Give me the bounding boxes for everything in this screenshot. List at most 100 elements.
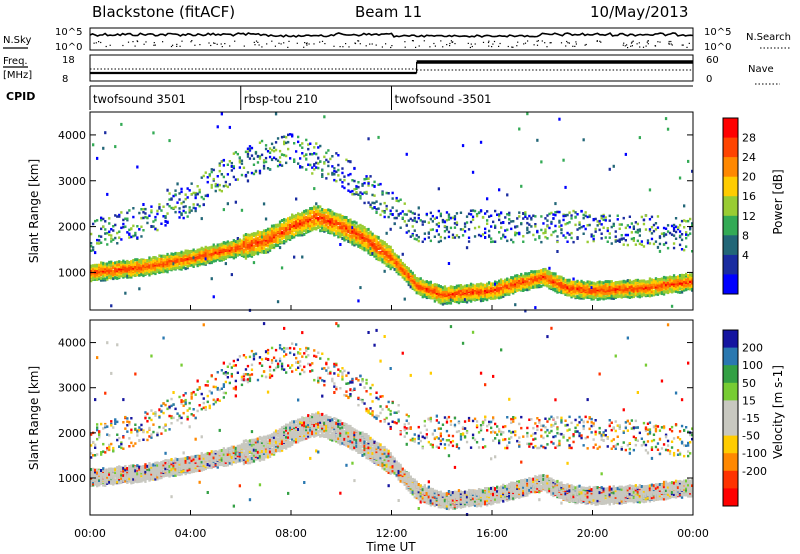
echo-cell [498, 231, 501, 234]
echo-cell [96, 219, 99, 222]
echo-cell [544, 267, 547, 271]
echo-cell [379, 246, 382, 250]
echo-cell [401, 252, 404, 256]
echo-cell [230, 252, 234, 255]
echo-cell [373, 194, 376, 197]
echo-cell [295, 197, 298, 201]
echo-cell [510, 238, 513, 242]
echo-cell [347, 219, 350, 222]
echo-cell [447, 215, 451, 218]
echo-cell [536, 283, 539, 287]
echo-cell [600, 287, 603, 291]
noise-search-point [254, 44, 256, 46]
echo-cell [92, 222, 95, 226]
echo-cell [293, 158, 296, 161]
noise-search-point [647, 40, 649, 42]
echo-cell [268, 236, 272, 240]
echo-cell [182, 216, 185, 220]
echo-cell [315, 202, 318, 206]
echo-cell [174, 189, 177, 192]
noise-search-point [446, 44, 448, 46]
echo-cell [192, 251, 195, 255]
echo-cell [216, 249, 219, 253]
noise-search-point [257, 41, 259, 43]
echo-cell [445, 296, 449, 300]
echo-cell [492, 240, 495, 243]
echo-cell [626, 282, 630, 286]
echo-cell [518, 215, 521, 218]
echo-cell [196, 185, 199, 188]
echo-cell [200, 259, 203, 262]
echo-cell [377, 183, 380, 186]
echo-cell [226, 248, 230, 252]
echo-cell [361, 182, 364, 186]
echo-cell [608, 291, 611, 295]
echo-cell [604, 216, 607, 219]
echo-cell [329, 222, 332, 226]
echo-cell [461, 291, 465, 295]
echo-cell [443, 230, 447, 233]
echo-cell [528, 230, 531, 234]
echo-cell [142, 229, 145, 232]
echo-cell [264, 241, 268, 245]
echo-cell [198, 251, 201, 255]
echo-cell [385, 253, 388, 257]
echo-cell [490, 282, 493, 286]
echo-cell [516, 276, 519, 280]
echo-cell [473, 235, 477, 238]
echo-cell [278, 149, 282, 153]
echo-cell [90, 279, 93, 283]
echo-cell [475, 214, 479, 218]
echo-cell [516, 217, 519, 220]
echo-cell [488, 294, 491, 298]
echo-cell [385, 251, 388, 254]
echo-cell [347, 222, 350, 226]
echo-cell [542, 274, 545, 278]
echo-cell [188, 259, 191, 263]
echo-cell [240, 252, 244, 256]
echo-cell [568, 280, 571, 284]
echo-cell [570, 214, 573, 217]
echo-cell [413, 212, 416, 215]
echo-cell [174, 251, 177, 255]
echo-cell [272, 233, 276, 237]
echo-cell [126, 259, 129, 263]
echo-cell [435, 223, 439, 226]
echo-cell [252, 232, 256, 236]
echo-cell [417, 290, 420, 293]
echo-cell [315, 219, 318, 223]
echo-cell [90, 232, 93, 236]
echo-cell [574, 215, 577, 219]
echo-cell [363, 228, 366, 232]
freq-label-line1: Freq. [3, 56, 28, 67]
echo-cell [150, 205, 153, 208]
noise-search-point [357, 40, 359, 42]
echo-cell [435, 288, 439, 292]
echo-cell [484, 231, 487, 234]
echo-cell [285, 238, 288, 242]
echo-cell [463, 299, 467, 303]
echo-cell [118, 263, 121, 267]
echo-cell [479, 288, 483, 292]
echo-cell [100, 278, 103, 282]
echo-cell [222, 248, 226, 252]
echo-cell [142, 261, 145, 265]
echo-cell [150, 225, 153, 228]
echo-cell [166, 252, 169, 256]
echo-cell [200, 250, 203, 254]
noise-search-point [491, 46, 493, 48]
freq-right-tick-high: 60 [706, 55, 719, 66]
echo-cell [363, 201, 366, 205]
echo-cell [100, 218, 103, 222]
echo-cell [433, 293, 437, 297]
echo-cell [592, 281, 595, 285]
echo-cell [550, 277, 553, 281]
echo-cell [206, 246, 209, 250]
echo-cell [381, 193, 384, 196]
echo-cell [612, 282, 615, 285]
echo-cell [162, 254, 165, 258]
echo-cell [447, 286, 451, 290]
echo-cell [359, 286, 362, 290]
noise-search-point [404, 46, 406, 48]
echo-cell [481, 283, 485, 287]
